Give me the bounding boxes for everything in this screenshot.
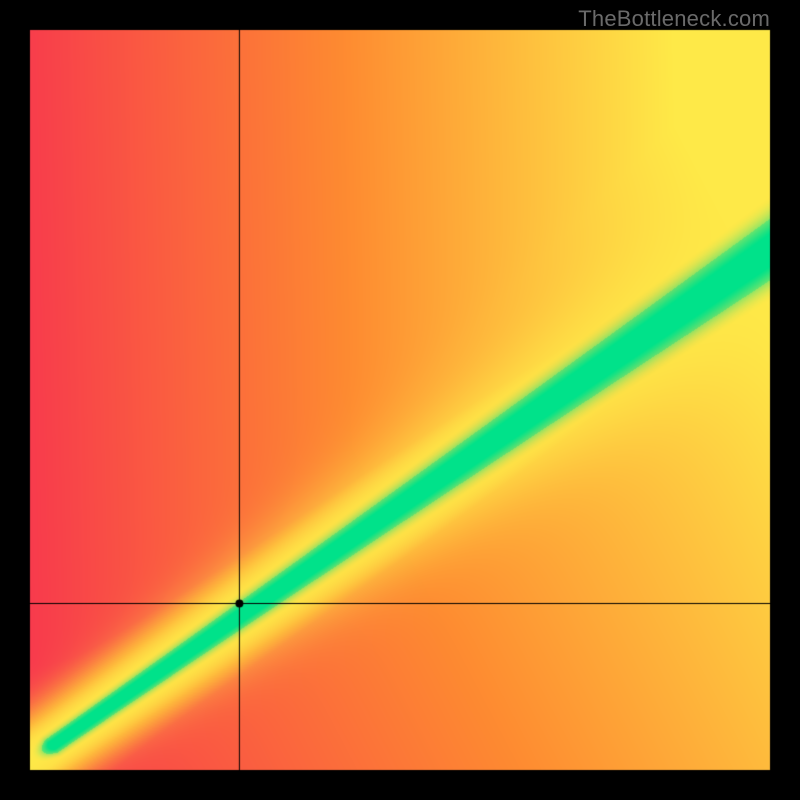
bottleneck-heatmap	[0, 0, 800, 800]
watermark-text: TheBottleneck.com	[578, 6, 770, 32]
